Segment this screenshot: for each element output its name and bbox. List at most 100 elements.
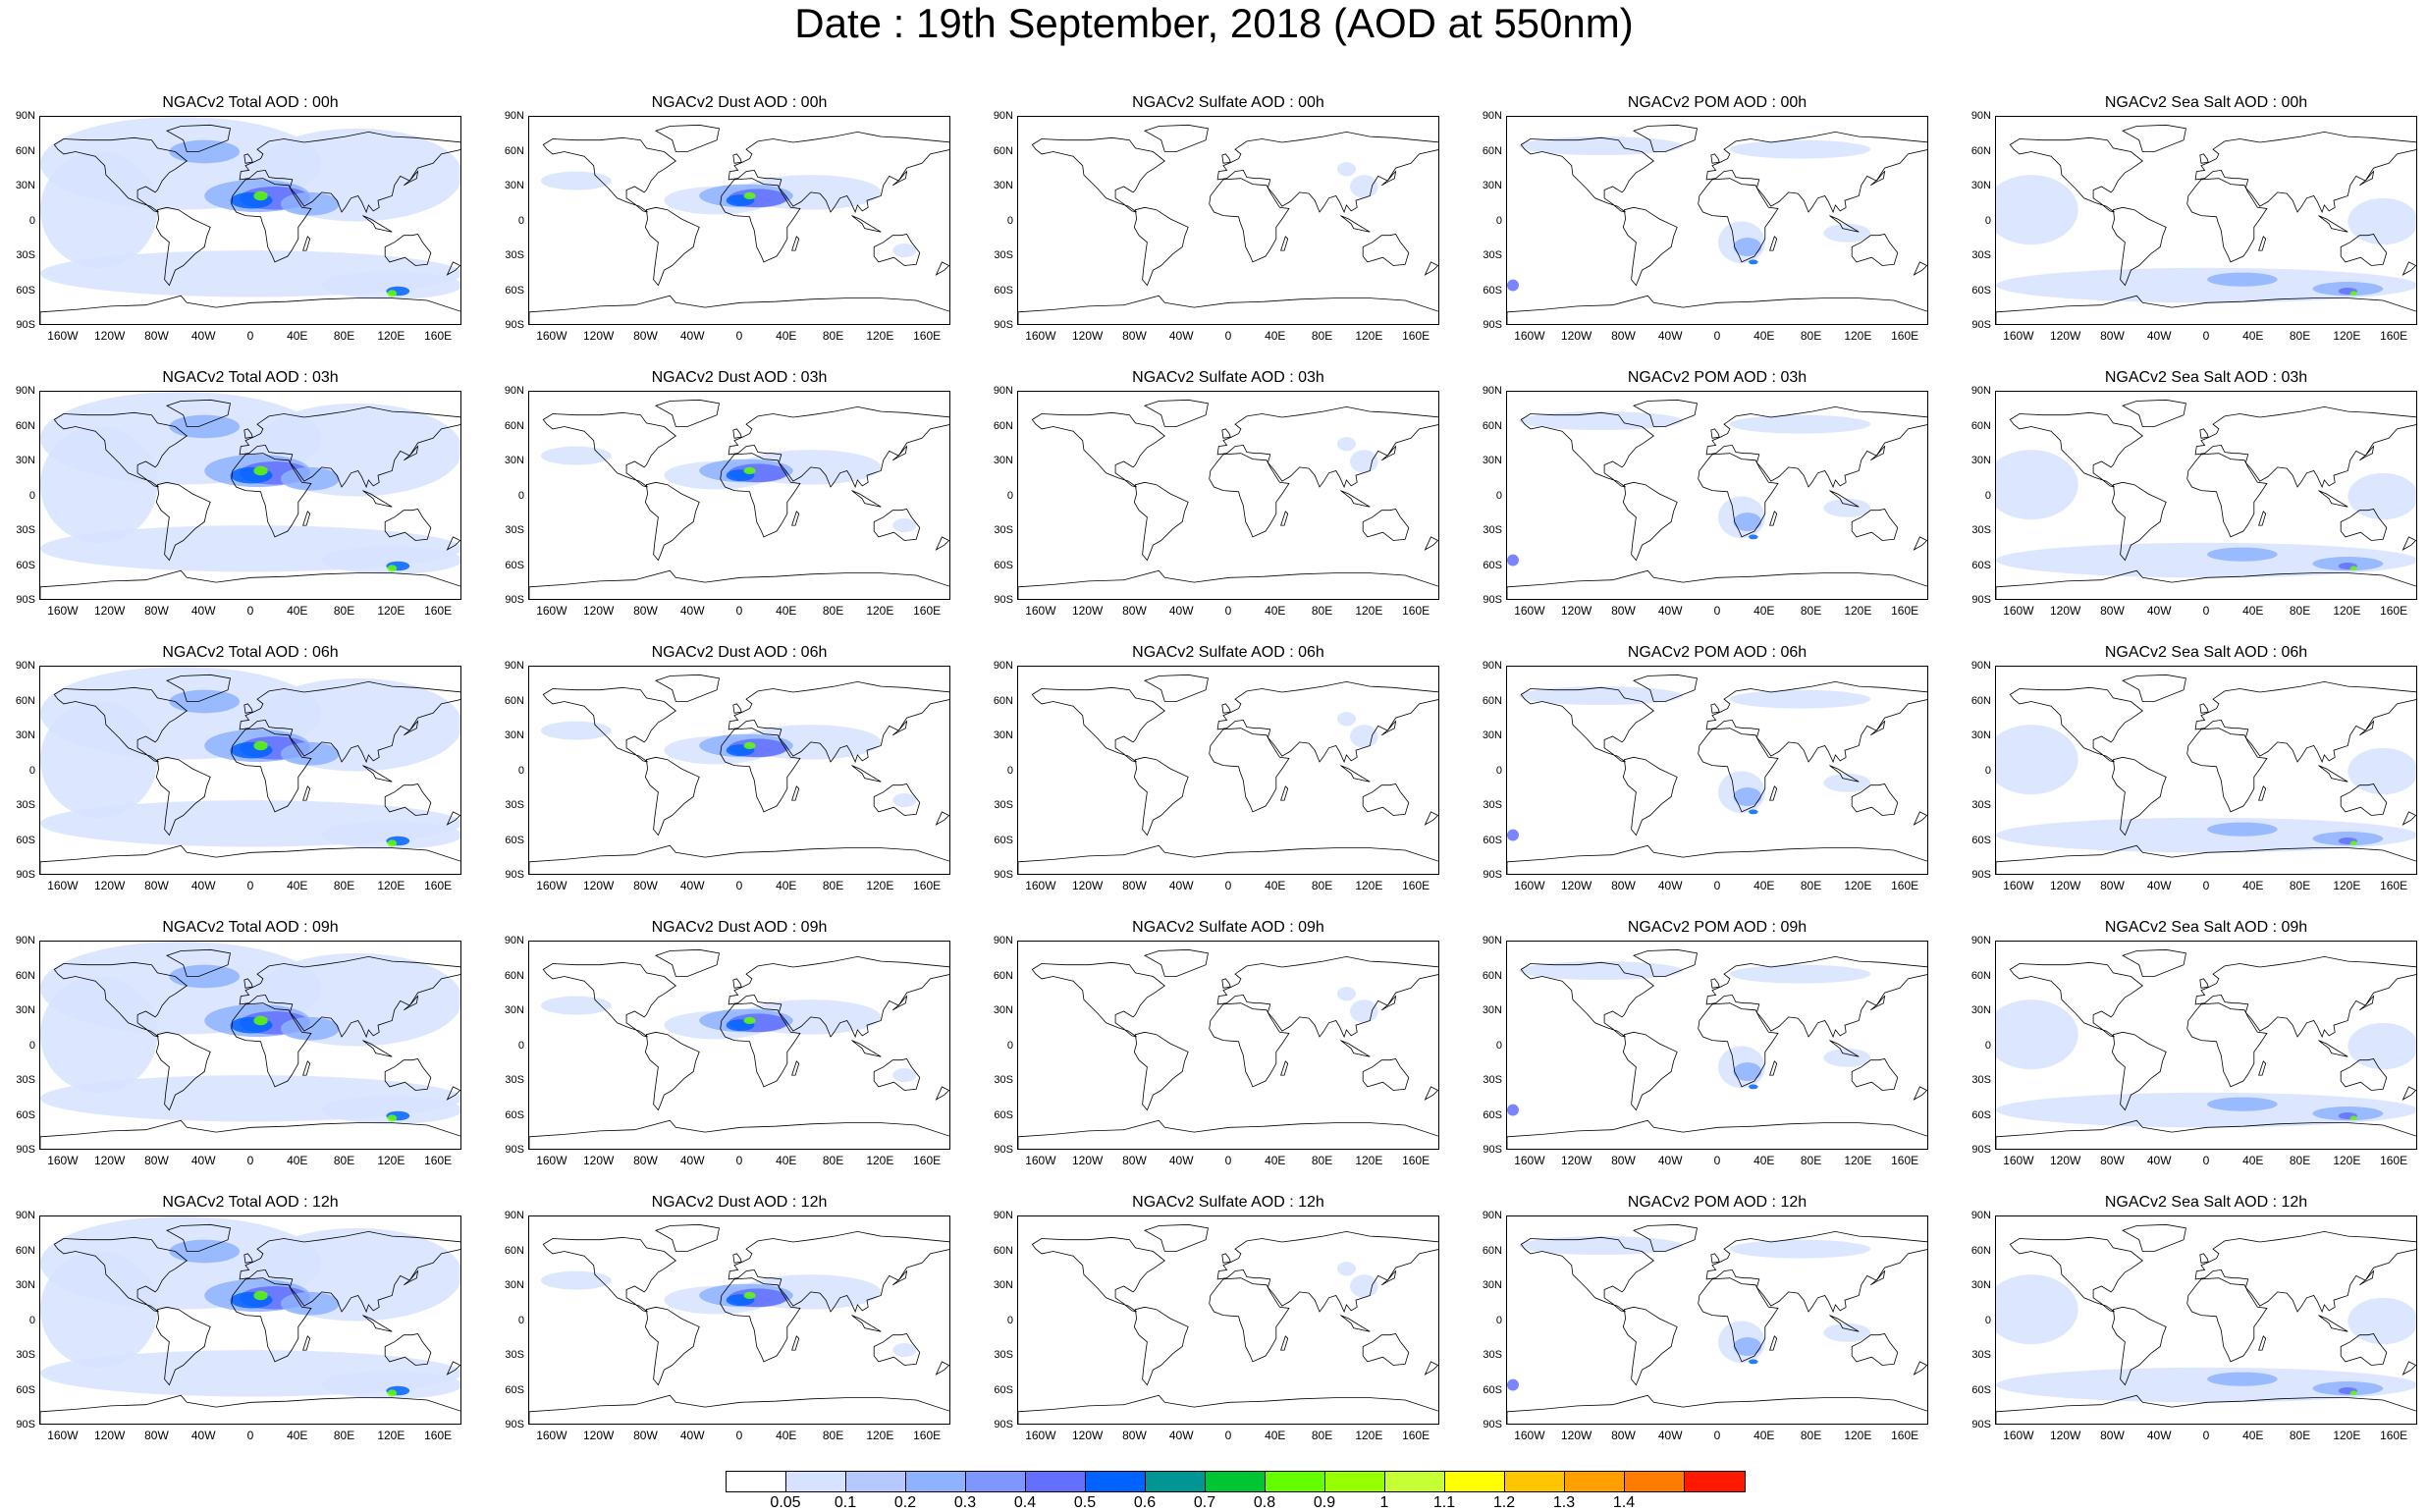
lat-tick-label: 0: [28, 489, 35, 502]
lon-tick-label: 120E: [1844, 604, 1872, 618]
aod-field-blob: [280, 466, 340, 491]
coastline-uk: [1221, 153, 1231, 164]
lat-tick-label: 30S: [1971, 1074, 1991, 1086]
lon-tick-label: 40E: [1265, 329, 1286, 343]
coastline-uk: [732, 428, 742, 439]
lat-tick-label: 90S: [505, 1144, 524, 1156]
lon-tick-label: 120E: [866, 1429, 894, 1442]
lon-tick-label: 80E: [1800, 879, 1822, 892]
lon-tick-label: 0: [1713, 329, 1721, 343]
aod-field-blob: [280, 741, 340, 766]
lon-tick-label: 160W: [1025, 329, 1056, 343]
lat-tick-label: 30S: [994, 249, 1013, 261]
lat-tick-label: 90N: [993, 1210, 1013, 1221]
coastline-africa: [231, 453, 312, 538]
aod-field-blob: [169, 414, 241, 439]
lon-tick-label: 80W: [2100, 879, 2125, 892]
aod-field-blob: [2347, 1297, 2416, 1345]
coastline-northamerica: [53, 1236, 188, 1313]
lon-tick-label: 120E: [1355, 1154, 1383, 1167]
coastline-greenland: [166, 1223, 231, 1252]
lon-tick-label: 40W: [1657, 604, 1683, 618]
lat-tick-label: 30N: [15, 729, 35, 741]
coastline-antarctica: [529, 844, 949, 874]
lat-tick-label: 90S: [1483, 869, 1502, 881]
lat-tick-label: 60S: [994, 834, 1013, 846]
lon-tick-label: 160W: [2003, 1154, 2034, 1167]
lat-tick-label: 90N: [15, 1210, 35, 1221]
coastline-indonesia: [851, 1315, 882, 1332]
lat-tick-label: 0: [517, 764, 524, 777]
lon-tick-label: 120W: [93, 1154, 126, 1167]
lon-tick-label: 120E: [1355, 329, 1383, 343]
map-svg: [1996, 948, 2416, 1149]
coastline-japan: [892, 445, 908, 461]
lat-tick-label: 0: [1495, 1039, 1502, 1052]
lon-tick-label: 120E: [2333, 1154, 2361, 1167]
coastline-eurasia: [728, 405, 949, 489]
coastline-australia: [873, 1058, 921, 1091]
coastline-africa: [2186, 1002, 2268, 1088]
coastline-southamerica: [644, 1306, 700, 1386]
coastline-greenland: [2122, 674, 2186, 702]
coastline-madagascar: [1280, 785, 1289, 801]
coastline-uk: [732, 703, 742, 714]
coastline-africa: [1698, 1002, 1779, 1088]
lon-tick-label: 40W: [2146, 604, 2172, 618]
lon-tick-label: 80W: [633, 1429, 658, 1442]
map-svg: [1996, 1223, 2416, 1424]
lat-tick-label: 90S: [505, 1419, 524, 1431]
lat-tick-label: 90S: [994, 1419, 1013, 1431]
lat-tick-label: 30N: [993, 180, 1013, 191]
lon-tick-label: 80W: [633, 329, 658, 343]
coastline-antarctica: [40, 295, 460, 324]
coastline-japan: [404, 1269, 419, 1286]
coastline-africa: [1209, 453, 1290, 538]
aod-field-blob: [1733, 513, 1762, 531]
map-svg: [40, 942, 460, 1149]
coastline-madagascar: [1280, 236, 1289, 251]
coastline-madagascar: [302, 236, 311, 251]
coastline-nz: [1424, 1361, 1438, 1376]
lon-tick-label: 160E: [2380, 329, 2408, 343]
coastline-greenland: [2122, 399, 2186, 427]
lon-tick-label: 160E: [913, 329, 942, 343]
coastline-australia: [2340, 783, 2388, 816]
coastline-uk: [1221, 703, 1231, 714]
coastline-uk: [1710, 703, 1720, 714]
lon-tick-label: 40W: [190, 879, 216, 892]
coastline-africa: [1209, 728, 1290, 813]
lon-tick-label: 0: [1224, 879, 1232, 892]
coastline-nz: [935, 811, 949, 826]
coastline-southamerica: [2111, 206, 2167, 287]
lon-tick-label: 40W: [1657, 1429, 1683, 1442]
colorbar-swatch: [786, 1472, 846, 1491]
lon-tick-label: 160W: [1514, 329, 1545, 343]
lat-tick-label: 60N: [1482, 969, 1502, 982]
lat-tick-label: 90S: [1483, 594, 1502, 606]
lat-tick-label: 30N: [993, 1004, 1013, 1016]
lat-tick-label: 30N: [1482, 1279, 1502, 1291]
coastline-antarctica: [529, 569, 949, 599]
coastline-africa: [2186, 178, 2268, 263]
lon-tick-label: 80E: [333, 329, 355, 343]
coastline-australia: [1362, 234, 1410, 266]
panel-title: NGACv2 Sea Salt AOD : 06h: [2104, 644, 2308, 661]
lat-tick-label: 30N: [15, 455, 35, 466]
map-panel-pom-03h: [1506, 391, 1928, 600]
lon-tick-label: 120W: [582, 604, 615, 618]
coastline-australia: [2340, 234, 2388, 266]
lon-tick-label: 120W: [2049, 879, 2081, 892]
coastline-greenland: [1144, 1223, 1209, 1252]
coastline-indonesia: [2318, 490, 2348, 508]
lon-tick-label: 80W: [2100, 329, 2125, 343]
coastline-northamerica: [1031, 411, 1165, 488]
coastline-uk: [243, 978, 253, 989]
panel-title: NGACv2 Sulfate AOD : 06h: [1132, 644, 1324, 661]
coastline-africa: [1209, 1277, 1290, 1363]
lat-tick-label: 30N: [1970, 455, 1991, 466]
coastline-africa: [720, 453, 801, 538]
map-panel-dust-06h: [528, 666, 950, 875]
coastline-southamerica: [155, 481, 211, 562]
panel-title: NGACv2 Dust AOD : 00h: [651, 94, 828, 111]
